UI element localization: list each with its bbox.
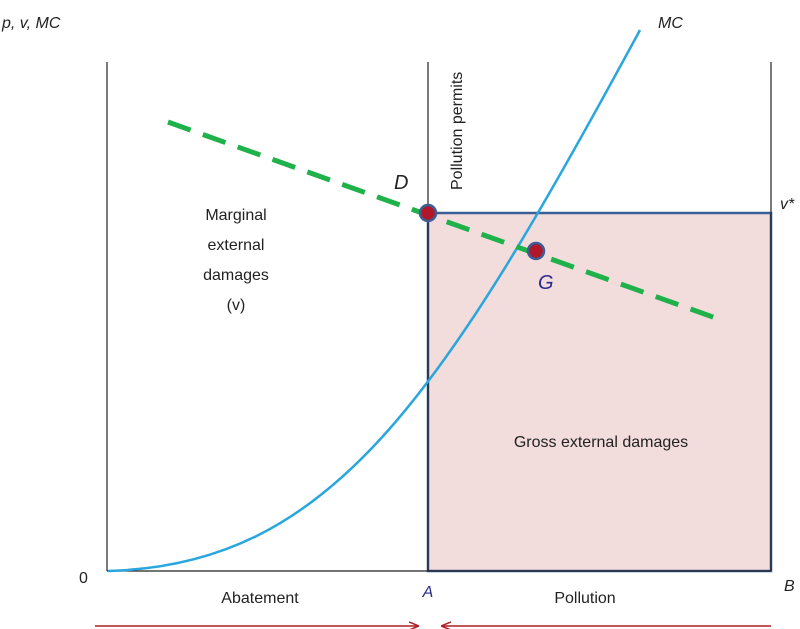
gross-damages-area (426, 211, 773, 573)
point-g-marker (526, 241, 546, 261)
marginal-damages-label-line2: external (208, 237, 265, 254)
gross-damages-label: Gross external damages (514, 434, 688, 451)
point-d-marker (418, 203, 438, 223)
point-b-label: B (784, 578, 795, 595)
origin-label: 0 (79, 570, 88, 587)
point-a-label: A (422, 584, 434, 601)
marginal-damages-label-line3: damages (203, 267, 269, 284)
pollution-label: Pollution (554, 590, 615, 607)
marginal-damages-label-line1: Marginal (205, 207, 266, 224)
point-d-label: D (394, 172, 408, 194)
point-g-label: G (538, 272, 554, 294)
v-star-label: v* (780, 196, 795, 213)
mc-curve (107, 29, 642, 573)
abatement-label: Abatement (221, 590, 299, 607)
y-axis-label: p, v, MC (1, 15, 61, 32)
marginal-damages-line (167, 119, 725, 324)
marginal-damages-label-line4: (v) (227, 297, 246, 314)
mc-curve-label: MC (658, 15, 683, 32)
pollution-permits-label: Pollution permits (449, 72, 466, 190)
